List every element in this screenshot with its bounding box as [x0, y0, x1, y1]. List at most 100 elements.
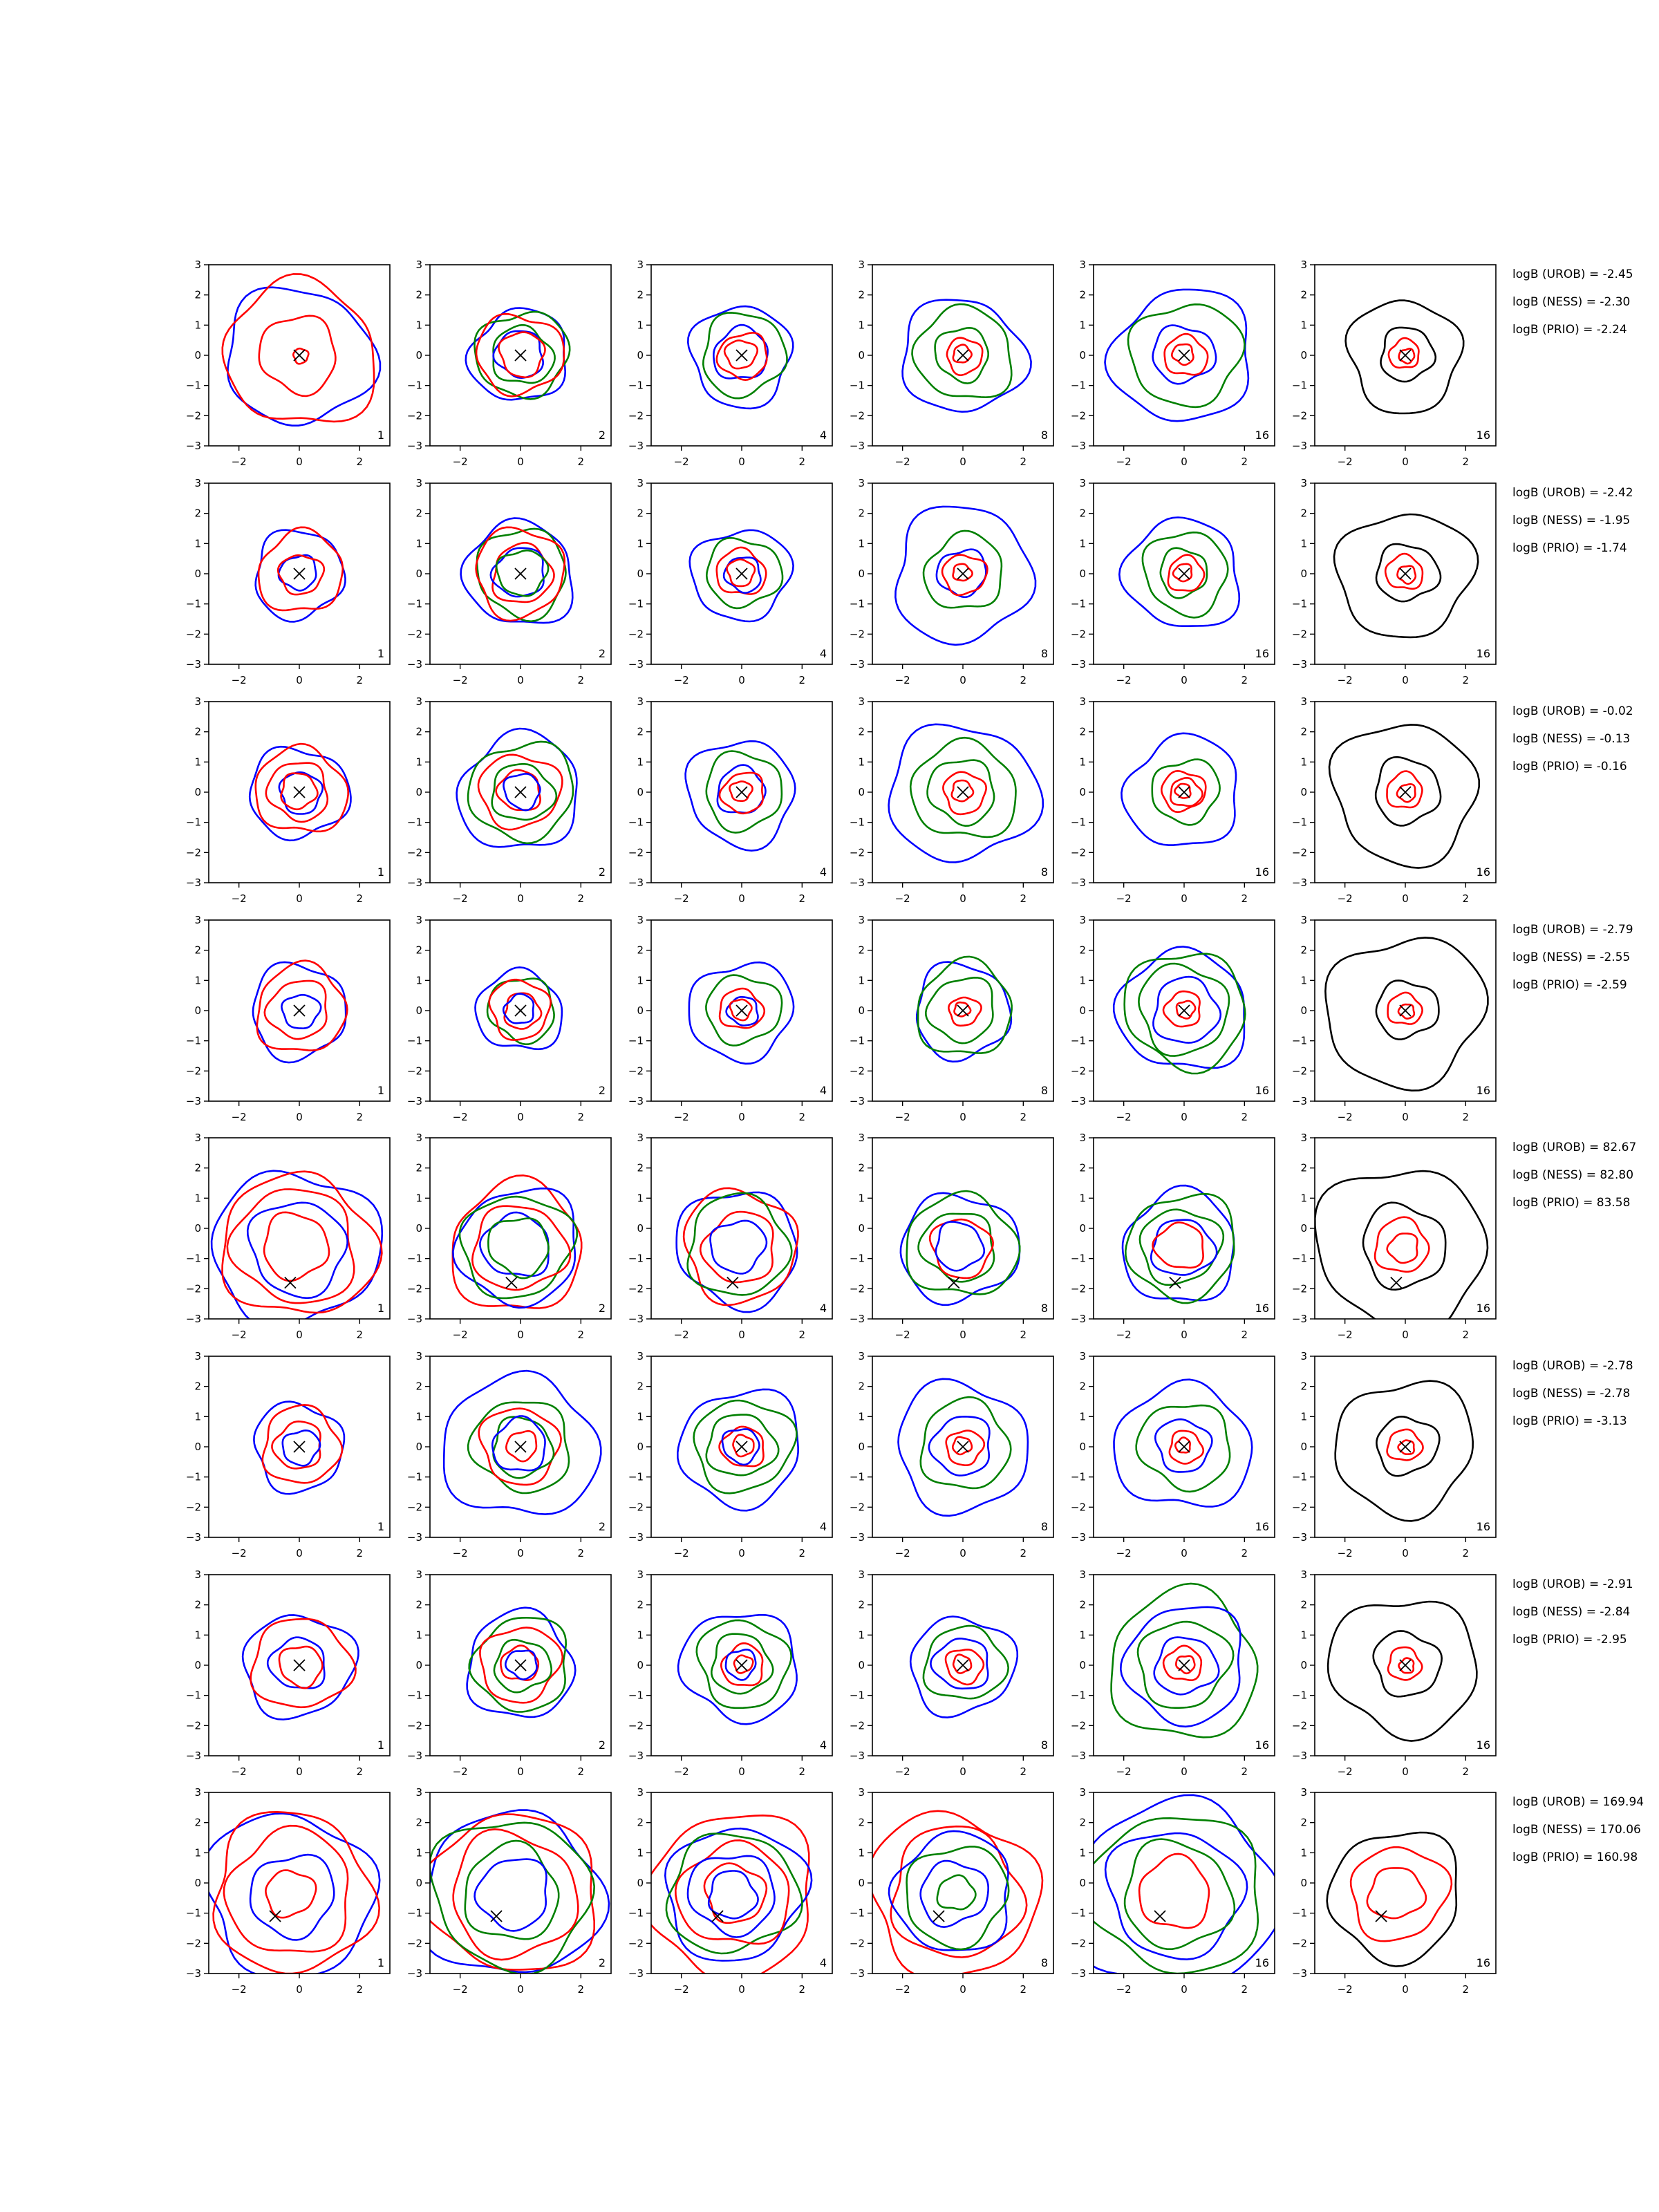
red-contour: [1174, 782, 1192, 799]
panel-background: [1315, 1792, 1496, 1974]
y-tick-label: 3: [1079, 1568, 1086, 1581]
y-tick-label: −3: [186, 440, 201, 452]
panel-background: [1094, 1138, 1275, 1319]
green-contour: [924, 976, 994, 1044]
y-tick-label: 2: [1079, 944, 1086, 957]
x-tick-label: −2: [895, 1765, 910, 1778]
red-contour: [729, 998, 753, 1022]
blue-contour: [1094, 1794, 1275, 1974]
x-tick-label: −2: [232, 1111, 247, 1123]
contour-group: [897, 1378, 1029, 1517]
y-tick-label: 2: [415, 1380, 422, 1393]
y-tick-label: 0: [858, 786, 865, 798]
x-tick-label: −2: [895, 1111, 910, 1123]
blue-contour: [281, 1429, 321, 1467]
blue-contour: [241, 1614, 359, 1721]
y-tick-label: 1: [1300, 1629, 1307, 1641]
panel-label: 1: [377, 647, 384, 660]
x-tick-label: −2: [453, 1111, 468, 1123]
y-tick-label: −3: [1071, 1531, 1086, 1544]
y-tick-label: −2: [628, 1282, 644, 1295]
red-contour: [700, 1210, 774, 1284]
truth-marker: [514, 1004, 527, 1017]
green-contour: [922, 529, 1003, 609]
y-tick-label: −2: [628, 628, 644, 640]
x-tick-label: −2: [674, 1983, 689, 1996]
green-contour: [1124, 1192, 1235, 1304]
truth-marker: [735, 1441, 748, 1453]
y-tick-label: −3: [407, 1531, 422, 1544]
y-tick-label: 2: [194, 289, 201, 301]
x-tick-label: 2: [1241, 1547, 1248, 1559]
truth-marker: [1178, 1659, 1190, 1671]
logb-stat: logB (NESS) = -1.95: [1512, 514, 1630, 527]
y-tick-label: 3: [637, 259, 644, 271]
x-tick-label: 0: [1402, 674, 1409, 686]
y-tick-label: 3: [637, 1350, 644, 1362]
black-contour: [1362, 1201, 1447, 1291]
panel-label: 2: [599, 865, 606, 879]
x-tick-label: 0: [296, 674, 303, 686]
y-tick-label: −2: [1292, 846, 1307, 859]
red-contour: [1386, 1428, 1424, 1461]
y-tick-label: 2: [415, 1599, 422, 1611]
x-tick-label: −2: [895, 1983, 910, 1996]
red-contour: [1167, 554, 1206, 592]
x-tick-label: 2: [357, 1111, 364, 1123]
y-tick-label: 1: [1300, 974, 1307, 986]
y-tick-label: −3: [186, 1531, 201, 1544]
y-tick-label: −2: [407, 846, 422, 859]
y-tick-label: 0: [637, 349, 644, 362]
y-tick-label: −2: [850, 1937, 865, 1949]
panel-r2-c5: −2 0 2 3 2 1 0 −1 −2 −3 16: [1071, 477, 1275, 686]
contour-group: [442, 1369, 602, 1515]
truth-marker: [1399, 1441, 1412, 1453]
blue-contour: [442, 1369, 602, 1515]
y-tick-label: 2: [1300, 289, 1307, 301]
contour-group: [1112, 946, 1246, 1075]
y-tick-label: −3: [628, 1531, 644, 1544]
truth-marker: [1178, 568, 1190, 580]
blue-contour: [677, 1613, 798, 1725]
blue-contour: [504, 1649, 538, 1680]
y-tick-label: 1: [194, 974, 201, 986]
panel-r3-c2: −2 0 2 3 2 1 0 −1 −2 −3 2: [407, 695, 612, 905]
y-tick-label: −2: [628, 1065, 644, 1077]
y-tick-label: 0: [415, 1222, 422, 1235]
green-contour: [430, 1821, 596, 1974]
y-tick-label: −2: [850, 1282, 865, 1295]
panel-r1-c5: −2 0 2 3 2 1 0 −1 −2 −3 16: [1071, 259, 1275, 468]
blue-contour: [901, 299, 1032, 413]
panel-r7-c6: −2 0 2 3 2 1 0 −1 −2 −3 16: [1292, 1568, 1497, 1778]
y-tick-label: −3: [1292, 440, 1307, 452]
panel-r1-c6: −2 0 2 3 2 1 0 −1 −2 −3 16: [1292, 259, 1497, 468]
logb-stat: logB (NESS) = -2.84: [1512, 1605, 1630, 1619]
panel-label: 16: [1255, 647, 1269, 660]
y-tick-label: 3: [1079, 477, 1086, 489]
red-contour: [276, 554, 326, 596]
y-tick-label: −3: [850, 1750, 865, 1762]
x-tick-label: 0: [738, 1329, 745, 1341]
y-tick-label: −3: [186, 1750, 201, 1762]
red-contour: [505, 1430, 538, 1463]
contour-group: [1113, 1378, 1253, 1508]
truth-marker: [514, 786, 527, 798]
red-contour: [1387, 1646, 1423, 1681]
y-tick-label: −1: [407, 1907, 422, 1920]
green-contour: [695, 1619, 793, 1709]
y-tick-label: 3: [637, 477, 644, 489]
x-tick-label: −2: [453, 674, 468, 686]
panel-label: 8: [1041, 1302, 1048, 1315]
y-tick-label: 2: [858, 507, 865, 520]
y-tick-label: −2: [186, 1719, 201, 1732]
x-tick-label: −2: [1338, 1983, 1353, 1996]
blue-contour: [479, 1211, 550, 1277]
x-tick-label: −2: [232, 1329, 247, 1341]
x-tick-label: 2: [1020, 1765, 1027, 1778]
y-tick-label: 0: [1079, 1877, 1086, 1889]
y-tick-label: 2: [858, 1380, 865, 1393]
panel-label: 4: [820, 647, 827, 660]
blue-contour: [686, 1855, 776, 1938]
y-tick-label: 1: [858, 1629, 865, 1641]
y-tick-label: 2: [637, 726, 644, 738]
